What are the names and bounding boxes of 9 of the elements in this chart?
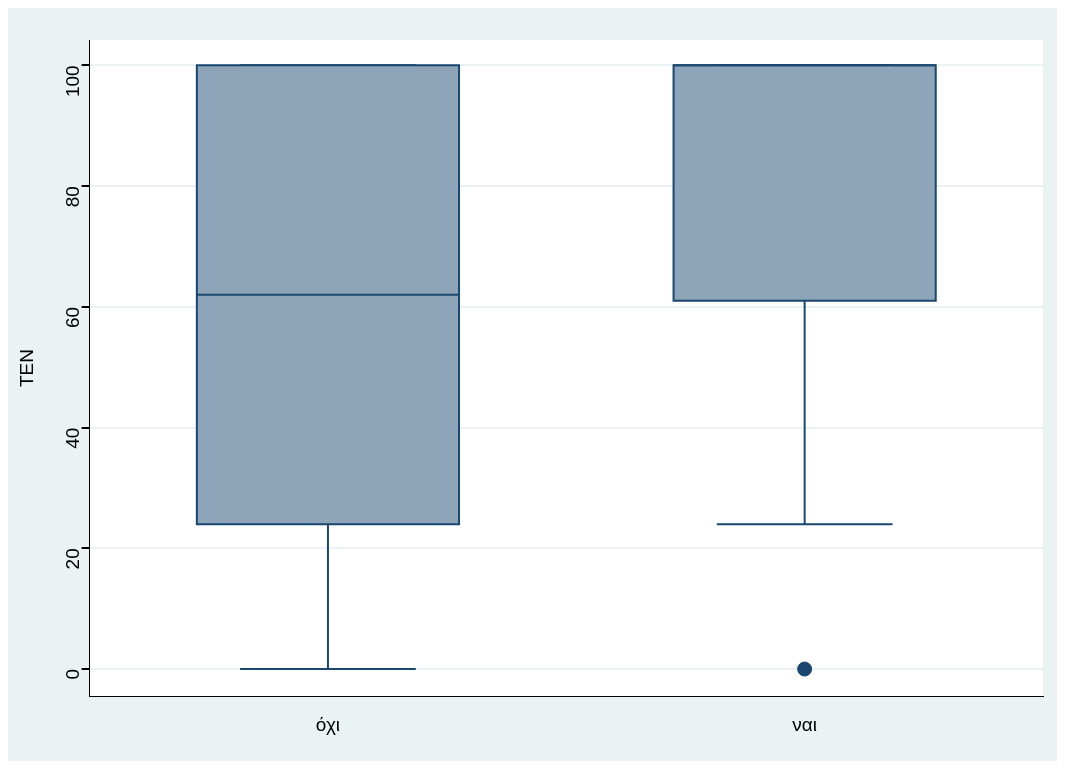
- y-tick-label: 80: [61, 186, 83, 208]
- x-tick-label: ναι: [792, 713, 818, 735]
- y-tick-label: 0: [61, 669, 83, 680]
- y-axis-title: TEN: [15, 349, 37, 388]
- y-tick-label: 60: [61, 306, 83, 328]
- y-tick-label: 20: [61, 548, 83, 570]
- y-tick-label: 40: [61, 427, 83, 449]
- x-tick-label: όχι: [315, 713, 341, 735]
- y-tick-label: 100: [61, 65, 83, 98]
